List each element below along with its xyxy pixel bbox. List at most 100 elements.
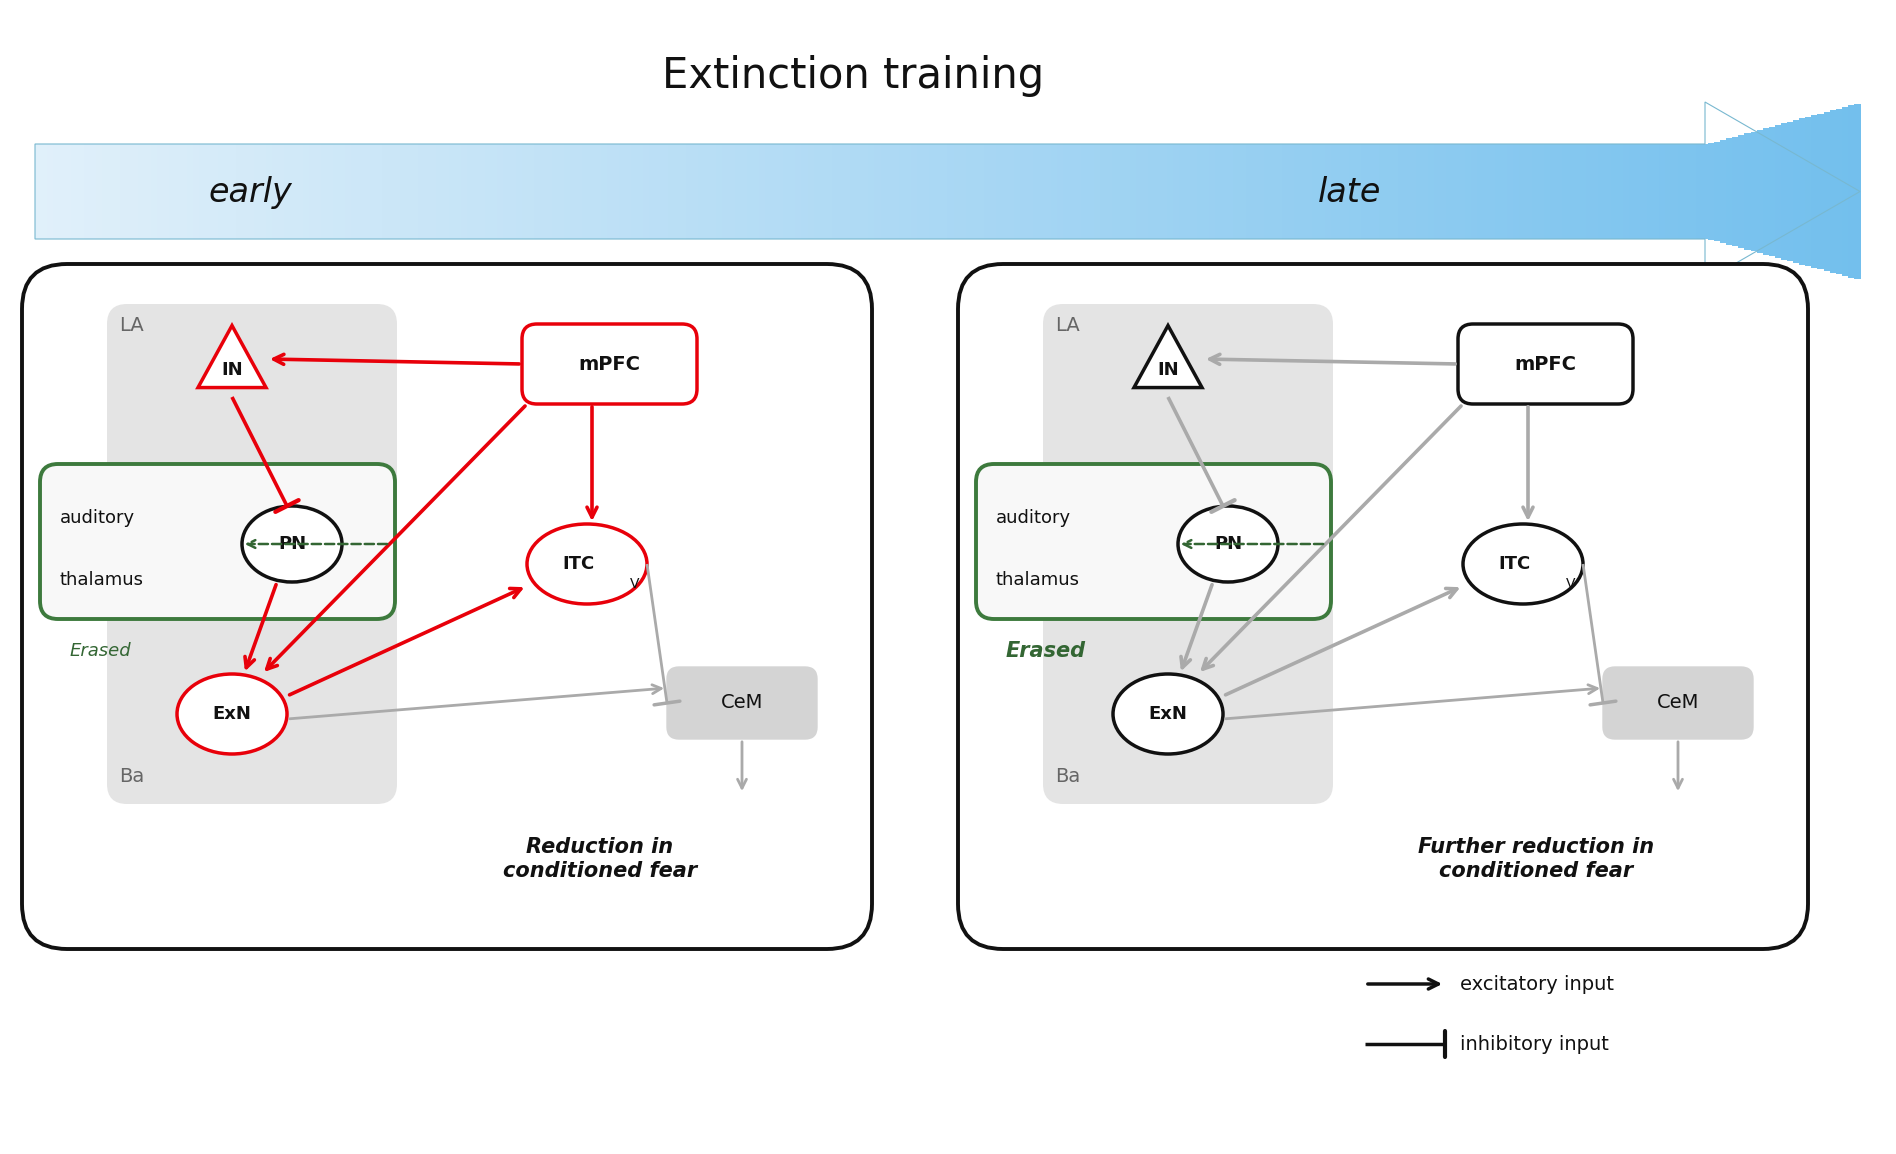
Polygon shape	[1105, 144, 1113, 239]
Polygon shape	[315, 144, 322, 239]
Polygon shape	[1191, 144, 1198, 239]
Polygon shape	[248, 144, 254, 239]
Polygon shape	[1331, 144, 1339, 239]
Polygon shape	[887, 144, 893, 239]
Polygon shape	[1240, 144, 1246, 239]
Polygon shape	[265, 144, 273, 239]
Polygon shape	[1337, 144, 1344, 239]
Polygon shape	[1348, 144, 1356, 239]
Polygon shape	[643, 144, 650, 239]
Polygon shape	[1185, 144, 1193, 239]
FancyBboxPatch shape	[1458, 324, 1632, 404]
Text: IN: IN	[1157, 361, 1179, 379]
Polygon shape	[309, 144, 317, 239]
Polygon shape	[819, 144, 827, 239]
Polygon shape	[1081, 144, 1088, 239]
Ellipse shape	[1464, 524, 1583, 604]
Polygon shape	[703, 144, 711, 239]
Polygon shape	[1149, 144, 1155, 239]
Polygon shape	[480, 144, 485, 239]
Polygon shape	[197, 325, 265, 388]
Polygon shape	[637, 144, 645, 239]
Polygon shape	[199, 144, 207, 239]
Polygon shape	[1433, 144, 1441, 239]
Polygon shape	[1744, 134, 1752, 249]
Polygon shape	[1780, 123, 1788, 260]
Polygon shape	[133, 144, 140, 239]
Polygon shape	[772, 144, 777, 239]
Polygon shape	[681, 144, 686, 239]
Polygon shape	[188, 144, 193, 239]
Polygon shape	[868, 144, 876, 239]
Polygon shape	[747, 144, 755, 239]
Text: Ba: Ba	[119, 767, 144, 786]
Polygon shape	[984, 144, 992, 239]
Polygon shape	[1234, 144, 1240, 239]
Polygon shape	[326, 144, 334, 239]
Polygon shape	[303, 144, 309, 239]
Polygon shape	[1033, 144, 1039, 239]
Polygon shape	[783, 144, 791, 239]
Polygon shape	[844, 144, 851, 239]
Polygon shape	[334, 144, 339, 239]
Polygon shape	[1733, 136, 1739, 247]
Polygon shape	[193, 144, 201, 239]
Polygon shape	[419, 144, 425, 239]
Polygon shape	[1750, 132, 1758, 252]
Polygon shape	[948, 144, 954, 239]
Polygon shape	[1824, 112, 1830, 271]
Polygon shape	[1678, 144, 1684, 239]
Text: thalamus: thalamus	[995, 571, 1081, 590]
Polygon shape	[1756, 130, 1763, 253]
Polygon shape	[89, 144, 97, 239]
Polygon shape	[1397, 144, 1405, 239]
Polygon shape	[1684, 144, 1691, 239]
FancyBboxPatch shape	[23, 264, 872, 949]
Polygon shape	[34, 144, 42, 239]
Polygon shape	[1477, 144, 1485, 239]
FancyBboxPatch shape	[976, 464, 1331, 619]
Polygon shape	[1342, 144, 1350, 239]
Polygon shape	[150, 144, 157, 239]
Polygon shape	[1623, 144, 1631, 239]
Polygon shape	[455, 144, 463, 239]
Polygon shape	[874, 144, 882, 239]
Polygon shape	[1574, 144, 1581, 239]
Polygon shape	[119, 144, 127, 239]
Polygon shape	[157, 144, 163, 239]
Polygon shape	[1471, 144, 1477, 239]
Polygon shape	[510, 144, 516, 239]
Polygon shape	[1295, 144, 1301, 239]
Polygon shape	[899, 144, 906, 239]
Polygon shape	[66, 144, 72, 239]
Polygon shape	[1725, 138, 1733, 245]
Polygon shape	[711, 144, 717, 239]
Text: LA: LA	[1054, 316, 1079, 335]
Polygon shape	[1411, 144, 1416, 239]
Polygon shape	[1557, 144, 1562, 239]
Polygon shape	[1665, 144, 1672, 239]
Polygon shape	[364, 144, 370, 239]
Polygon shape	[1130, 144, 1138, 239]
Polygon shape	[485, 144, 493, 239]
Polygon shape	[722, 144, 730, 239]
Polygon shape	[1610, 144, 1617, 239]
Polygon shape	[1428, 144, 1435, 239]
Polygon shape	[1403, 144, 1411, 239]
Polygon shape	[1246, 144, 1253, 239]
Polygon shape	[59, 144, 66, 239]
Polygon shape	[1155, 144, 1162, 239]
Text: V: V	[629, 577, 639, 591]
Polygon shape	[1265, 144, 1270, 239]
Polygon shape	[400, 144, 408, 239]
Text: inhibitory input: inhibitory input	[1460, 1034, 1610, 1054]
Polygon shape	[1416, 144, 1424, 239]
Polygon shape	[923, 144, 931, 239]
Polygon shape	[893, 144, 901, 239]
Polygon shape	[320, 144, 328, 239]
Text: ITC: ITC	[563, 555, 595, 574]
Polygon shape	[273, 144, 279, 239]
Polygon shape	[904, 144, 912, 239]
Polygon shape	[631, 144, 639, 239]
Polygon shape	[973, 144, 978, 239]
